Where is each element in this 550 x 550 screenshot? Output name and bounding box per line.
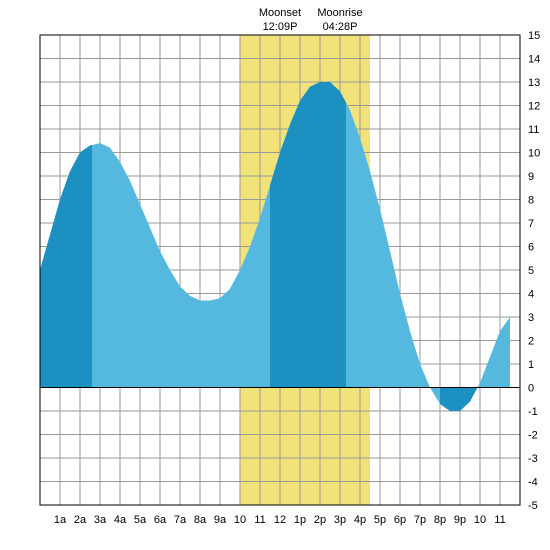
moonrise-label: Moonrise [317,7,362,19]
y-tick-label: -1 [528,406,538,418]
x-tick-label: 6p [394,514,406,526]
x-tick-label: 2p [314,514,326,526]
x-tick-label: 2a [74,514,87,526]
y-tick-label: 8 [528,195,534,207]
x-tick-label: 9a [214,514,227,526]
y-tick-label: 6 [528,242,534,254]
moonset-time: 12:09P [263,21,298,33]
y-tick-label: 7 [528,218,534,230]
x-tick-label: 3p [334,514,346,526]
y-tick-label: 14 [528,54,540,66]
y-tick-label: 11 [528,124,539,136]
y-tick-label: 3 [528,312,534,324]
x-tick-label: 1p [294,514,306,526]
y-tick-label: 15 [528,30,540,42]
y-tick-label: -3 [528,453,538,465]
y-tick-label: 10 [528,148,540,160]
x-tick-label: 4p [354,514,366,526]
x-tick-label: 7a [174,514,187,526]
x-tick-label: 5a [134,514,147,526]
x-tick-label: 6a [154,514,167,526]
y-tick-label: 1 [528,359,534,371]
x-tick-label: 12 [274,514,286,526]
x-tick-label: 8a [194,514,207,526]
y-tick-label: 0 [528,383,534,395]
y-tick-label: 9 [528,171,534,183]
x-tick-label: 7p [414,514,426,526]
x-tick-label: 8p [434,514,446,526]
y-tick-label: 2 [528,336,534,348]
y-tick-label: 5 [528,265,534,277]
y-tick-label: 12 [528,101,540,113]
y-tick-label: -2 [528,430,538,442]
y-tick-label: 4 [528,289,534,301]
y-tick-label: -4 [528,477,538,489]
x-tick-label: 4a [114,514,127,526]
x-tick-label: 1a [54,514,67,526]
x-tick-label: 3a [94,514,107,526]
moonset-label: Moonset [259,7,301,19]
x-tick-label: 5p [374,514,386,526]
x-tick-label: 11 [494,514,505,526]
tide-chart: 1a2a3a4a5a6a7a8a9a1011121p2p3p4p5p6p7p8p… [0,0,550,550]
y-tick-label: 13 [528,77,540,89]
x-tick-label: 11 [254,514,265,526]
x-tick-label: 10 [474,514,486,526]
y-tick-label: -5 [528,500,538,512]
x-tick-label: 9p [454,514,466,526]
moonrise-time: 04:28P [323,21,358,33]
tide-chart-svg: 1a2a3a4a5a6a7a8a9a1011121p2p3p4p5p6p7p8p… [0,0,550,550]
x-tick-label: 10 [234,514,246,526]
